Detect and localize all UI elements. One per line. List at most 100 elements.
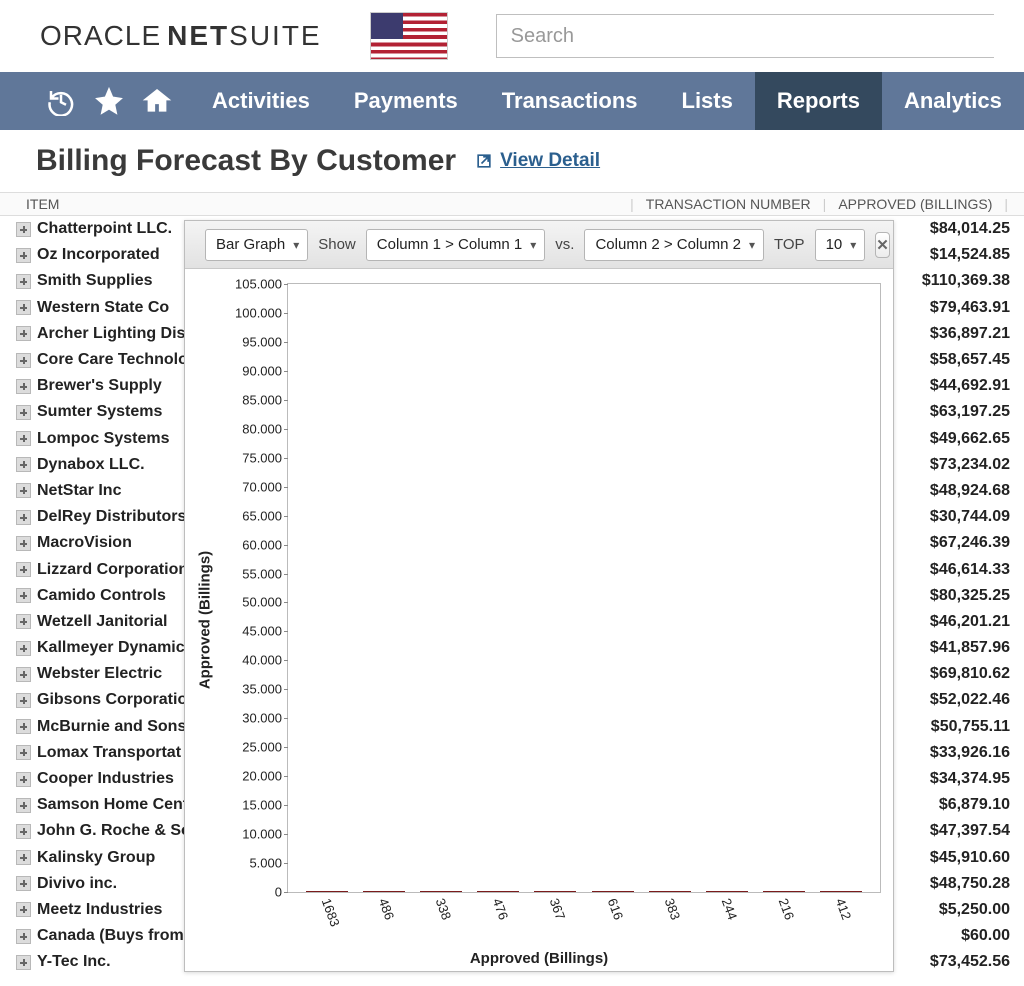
customer-name: Samson Home Cent — [37, 796, 188, 814]
bar-slot: 338 — [412, 891, 469, 892]
flag-us-icon[interactable] — [370, 12, 448, 60]
expand-icon[interactable] — [16, 405, 31, 420]
nav-item-lists[interactable]: Lists — [660, 72, 755, 130]
history-icon[interactable] — [46, 81, 76, 121]
top-n-value: 10 — [826, 236, 843, 253]
expand-icon[interactable] — [16, 614, 31, 629]
brand-logo: ORACLE NETSUITE — [40, 20, 322, 52]
expand-icon[interactable] — [16, 641, 31, 656]
expand-icon[interactable] — [16, 929, 31, 944]
expand-icon[interactable] — [16, 772, 31, 787]
y-tick-label: 45.000 — [242, 624, 288, 639]
expand-icon[interactable] — [16, 457, 31, 472]
chart-bar[interactable] — [820, 891, 862, 892]
chart-bar[interactable] — [706, 891, 748, 892]
close-chart-button[interactable]: ✕ — [875, 232, 890, 258]
chart-bar[interactable] — [420, 891, 462, 892]
x-tick-label: 367 — [547, 896, 569, 922]
expand-icon[interactable] — [16, 745, 31, 760]
customer-name: Chatterpoint LLC. — [37, 220, 172, 238]
customer-name: Divivo inc. — [37, 875, 117, 893]
y-tick-label: 80.000 — [242, 421, 288, 436]
approved-amount: $5,250.00 — [931, 901, 1010, 919]
approved-amount: $73,234.02 — [922, 456, 1010, 474]
column2-select[interactable]: Column 2 > Column 2 ▾ — [584, 229, 764, 261]
approved-amount: $84,014.25 — [922, 220, 1010, 238]
home-icon[interactable] — [142, 81, 172, 121]
chart-bar[interactable] — [763, 891, 805, 892]
expand-icon[interactable] — [16, 274, 31, 289]
column-approved[interactable]: APPROVED (BILLINGS) — [832, 196, 998, 212]
expand-icon[interactable] — [16, 222, 31, 237]
expand-icon[interactable] — [16, 667, 31, 682]
chart-type-select[interactable]: Bar Graph ▾ — [205, 229, 308, 261]
approved-amount: $44,692.91 — [922, 377, 1010, 395]
expand-icon[interactable] — [16, 955, 31, 970]
approved-amount: $60.00 — [953, 927, 1010, 945]
logo-netsuite-bold: NET — [167, 20, 229, 51]
chevron-down-icon: ▾ — [749, 238, 755, 252]
view-detail-link[interactable]: View Detail — [474, 150, 600, 172]
top-label: TOP — [774, 236, 805, 253]
chart-bar[interactable] — [534, 891, 576, 892]
approved-amount: $58,657.45 — [922, 351, 1010, 369]
x-tick-label: 412 — [833, 896, 855, 922]
nav-item-transactions[interactable]: Transactions — [480, 72, 660, 130]
expand-icon[interactable] — [16, 379, 31, 394]
chart-bar[interactable] — [477, 891, 519, 892]
customer-name: Kallmeyer Dynamic — [37, 639, 185, 657]
chart-toolbar: Bar Graph ▾ Show Column 1 > Column 1 ▾ v… — [185, 221, 893, 269]
column1-select[interactable]: Column 1 > Column 1 ▾ — [366, 229, 546, 261]
expand-icon[interactable] — [16, 431, 31, 446]
y-tick-label: 25.000 — [242, 740, 288, 755]
app-header: ORACLE NETSUITE — [0, 0, 1024, 72]
expand-icon[interactable] — [16, 562, 31, 577]
approved-amount: $73,452.56 — [922, 953, 1010, 971]
expand-icon[interactable] — [16, 326, 31, 341]
expand-icon[interactable] — [16, 248, 31, 263]
expand-icon[interactable] — [16, 300, 31, 315]
nav-item-analytics[interactable]: Analytics — [882, 72, 1024, 130]
expand-icon[interactable] — [16, 902, 31, 917]
star-icon[interactable] — [94, 81, 124, 121]
expand-icon[interactable] — [16, 510, 31, 525]
expand-icon[interactable] — [16, 850, 31, 865]
expand-icon[interactable] — [16, 483, 31, 498]
y-tick-label: 75.000 — [242, 450, 288, 465]
expand-icon[interactable] — [16, 693, 31, 708]
customer-name: Dynabox LLC. — [37, 456, 145, 474]
approved-amount: $30,744.09 — [922, 508, 1010, 526]
nav-item-activities[interactable]: Activities — [190, 72, 332, 130]
column-txn-number[interactable]: TRANSACTION NUMBER — [640, 196, 817, 212]
customer-name: Y-Tec Inc. — [37, 953, 111, 971]
expand-icon[interactable] — [16, 588, 31, 603]
chart-bars: 1683486338476367616383244216412 — [288, 284, 880, 892]
approved-amount: $69,810.62 — [922, 665, 1010, 683]
nav-item-payments[interactable]: Payments — [332, 72, 480, 130]
search-input[interactable] — [496, 14, 994, 58]
page-title: Billing Forecast By Customer — [36, 144, 456, 178]
approved-amount: $33,926.16 — [922, 744, 1010, 762]
x-tick-label: 338 — [433, 896, 455, 922]
y-tick-label: 5.000 — [249, 856, 288, 871]
expand-icon[interactable] — [16, 719, 31, 734]
approved-amount: $46,614.33 — [922, 561, 1010, 579]
approved-amount: $110,369.38 — [914, 272, 1010, 290]
chart-bar[interactable] — [649, 891, 691, 892]
customer-name: Cooper Industries — [37, 770, 174, 788]
column-item[interactable]: ITEM — [20, 196, 65, 212]
approved-amount: $63,197.25 — [922, 403, 1010, 421]
expand-icon[interactable] — [16, 536, 31, 551]
page-title-row: Billing Forecast By Customer View Detail — [0, 130, 1024, 192]
expand-icon[interactable] — [16, 824, 31, 839]
customer-name: Lomax Transportat — [37, 744, 181, 762]
chart-bar[interactable] — [592, 891, 634, 892]
top-n-select[interactable]: 10 ▾ — [815, 229, 866, 261]
approved-amount: $52,022.46 — [922, 691, 1010, 709]
nav-item-reports[interactable]: Reports — [755, 72, 882, 130]
chart-bar[interactable] — [363, 891, 405, 892]
expand-icon[interactable] — [16, 876, 31, 891]
expand-icon[interactable] — [16, 798, 31, 813]
chart-bar[interactable] — [306, 891, 348, 892]
expand-icon[interactable] — [16, 353, 31, 368]
